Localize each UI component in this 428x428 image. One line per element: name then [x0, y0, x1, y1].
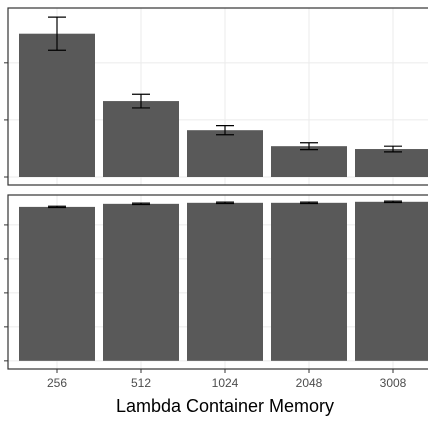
x-tick-label: 512 — [131, 376, 151, 390]
x-tick-label: 2048 — [296, 376, 323, 390]
bar — [103, 203, 179, 361]
bar — [19, 33, 95, 178]
error-bar — [216, 201, 234, 205]
panel-border — [7, 7, 428, 186]
bar — [355, 149, 428, 178]
bar — [187, 202, 263, 361]
error-bar — [216, 125, 234, 136]
panel-border — [7, 194, 428, 370]
error-bar — [48, 205, 66, 209]
error-bar — [300, 201, 318, 205]
error-bar — [132, 93, 150, 109]
x-tick-label: 256 — [47, 376, 67, 390]
bar — [103, 101, 179, 178]
bar — [271, 146, 347, 178]
error-bar — [48, 16, 66, 51]
error-bar — [300, 142, 318, 151]
bar — [271, 202, 347, 361]
error-bar — [384, 200, 402, 204]
x-tick-label: 3008 — [380, 376, 407, 390]
error-bar — [384, 145, 402, 153]
x-axis-title: Lambda Container Memory — [116, 396, 334, 416]
error-bar — [132, 202, 150, 206]
bar — [187, 130, 263, 178]
bar — [355, 201, 428, 361]
x-tick-label: 1024 — [212, 376, 239, 390]
bar — [19, 206, 95, 361]
